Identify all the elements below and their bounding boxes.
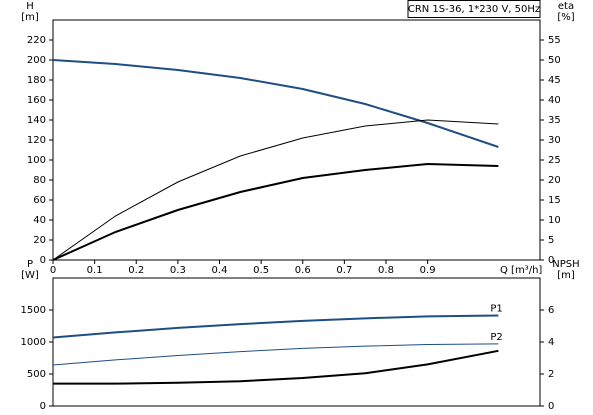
y2-tick-label: 30 (548, 135, 561, 146)
x-tick-label: 0.3 (170, 265, 186, 276)
x-tick-label: 0.5 (253, 265, 269, 276)
series-line (52, 119, 499, 261)
y-axis-unit: [W] (21, 270, 39, 281)
y-tick-label: 20 (33, 235, 46, 246)
y-axis-unit: [m] (21, 12, 39, 23)
y2-tick-label: 45 (548, 75, 561, 86)
x-tick-label: 0.9 (420, 265, 436, 276)
x-tick-label: 0.1 (87, 265, 103, 276)
x-tick-label: 0.6 (295, 265, 311, 276)
y2-axis-unit: [%] (557, 12, 574, 23)
y2-tick-label: 50 (548, 55, 561, 66)
series-line (52, 59, 499, 148)
series-label: P2 (490, 332, 502, 343)
y2-tick-label: 6 (548, 305, 554, 316)
series-line (52, 343, 499, 366)
chart-title: CRN 1S-36, 1*230 V, 50Hz (408, 4, 540, 15)
y-tick-label: 1500 (21, 305, 46, 316)
series-line (52, 162, 499, 261)
y2-axis-label: eta (558, 1, 574, 12)
y2-tick-label: 25 (548, 155, 561, 166)
x-tick-label: 0.7 (336, 265, 352, 276)
y-tick-label: 120 (27, 135, 46, 146)
y-axis-label: H (26, 1, 34, 12)
y2-tick-label: 20 (548, 175, 561, 186)
y2-tick-label: 55 (548, 35, 561, 46)
y-tick-label: 80 (33, 175, 46, 186)
x-tick-label: 0 (50, 265, 56, 276)
y-tick-label: 220 (27, 35, 46, 46)
title-box (407, 0, 541, 18)
y-tick-label: 60 (33, 195, 46, 206)
y-tick-label: 40 (33, 215, 46, 226)
y2-axis-label: NPSH (552, 259, 579, 270)
y-tick-label: 100 (27, 155, 46, 166)
y-tick-label: 0 (40, 401, 46, 412)
y2-tick-label: 10 (548, 215, 561, 226)
y2-tick-label: 0 (548, 401, 554, 412)
y-tick-label: 500 (27, 369, 46, 380)
x-tick-label: 0.2 (128, 265, 144, 276)
y-tick-label: 140 (27, 115, 46, 126)
y2-axis-unit: [m] (557, 270, 575, 281)
y2-tick-label: 35 (548, 115, 561, 126)
y-tick-label: 200 (27, 55, 46, 66)
y-tick-label: 1000 (21, 337, 46, 348)
x-tick-label: 0.4 (212, 265, 228, 276)
y2-tick-label: 4 (548, 337, 554, 348)
y-tick-label: 0 (40, 255, 46, 266)
y-tick-label: 160 (27, 95, 46, 106)
y2-tick-label: 2 (548, 369, 554, 380)
y2-tick-label: 15 (548, 195, 561, 206)
x-tick-label: 0.8 (378, 265, 394, 276)
series-label: P1 (490, 303, 502, 314)
x-axis-label: Q [m³/h] (500, 265, 542, 276)
series-line (52, 314, 499, 339)
y2-tick-label: 0 (548, 255, 554, 266)
series-line (53, 349, 499, 385)
y2-tick-label: 40 (548, 95, 561, 106)
y-axis-label: P (27, 259, 33, 270)
y2-tick-label: 5 (548, 235, 554, 246)
y-tick-label: 180 (27, 75, 46, 86)
